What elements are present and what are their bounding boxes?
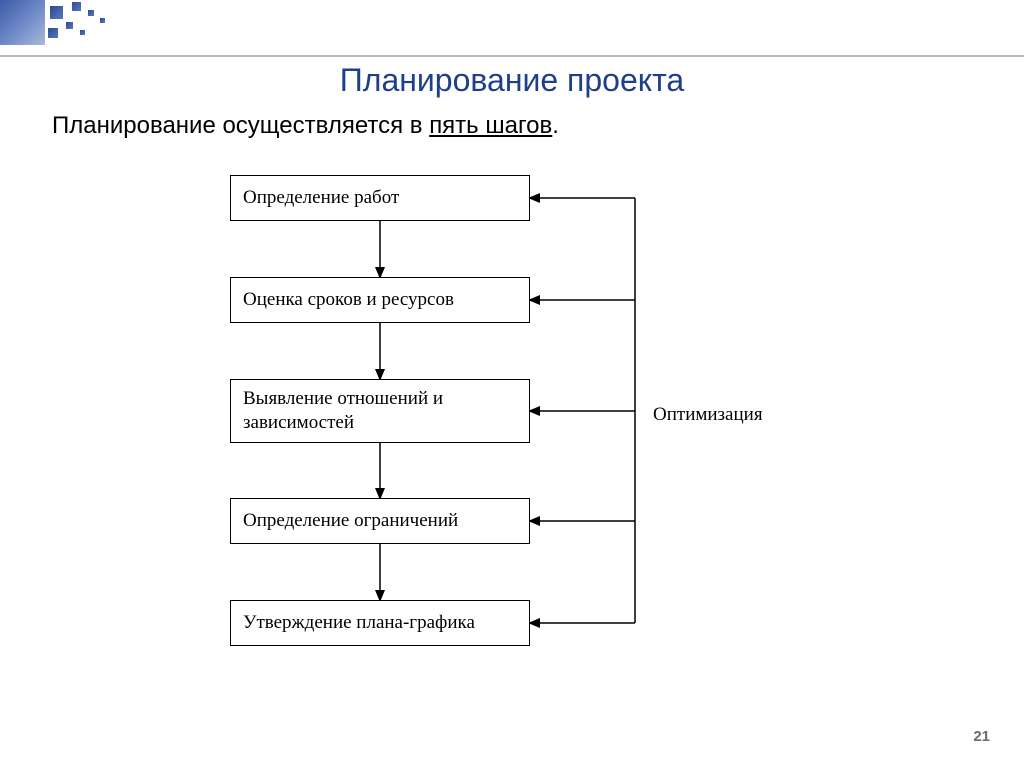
deco-small-square bbox=[72, 2, 81, 11]
header-rule bbox=[0, 55, 1024, 57]
deco-small-square bbox=[66, 22, 73, 29]
flowchart-diagram: Оптимизация Определение работ Оценка срок… bbox=[0, 160, 1024, 720]
flowchart-node-n2: Оценка сроков и ресурсов bbox=[230, 277, 530, 323]
subtitle-suffix: . bbox=[552, 112, 559, 139]
deco-big-square bbox=[0, 0, 45, 45]
page-title: Планирование проекта bbox=[0, 62, 1024, 99]
subtitle-underlined: пять шагов bbox=[429, 112, 552, 139]
deco-small-square bbox=[48, 28, 58, 38]
flowchart-node-n4: Определение ограничений bbox=[230, 498, 530, 544]
feedback-label: Оптимизация bbox=[653, 404, 763, 426]
flowchart-node-n1: Определение работ bbox=[230, 175, 530, 221]
subtitle-prefix: Планирование осуществляется в bbox=[52, 112, 429, 139]
deco-small-square bbox=[88, 10, 94, 16]
deco-small-square bbox=[100, 18, 105, 23]
flowchart-node-n3: Выявление отношений и зависимостей bbox=[230, 379, 530, 443]
deco-small-square bbox=[50, 6, 63, 19]
flowchart-node-n5: Утверждение плана-графика bbox=[230, 600, 530, 646]
deco-small-square bbox=[80, 30, 85, 35]
subtitle: Планирование осуществляется в пять шагов… bbox=[52, 112, 559, 140]
page-number: 21 bbox=[973, 728, 990, 745]
corner-decoration bbox=[0, 0, 130, 55]
